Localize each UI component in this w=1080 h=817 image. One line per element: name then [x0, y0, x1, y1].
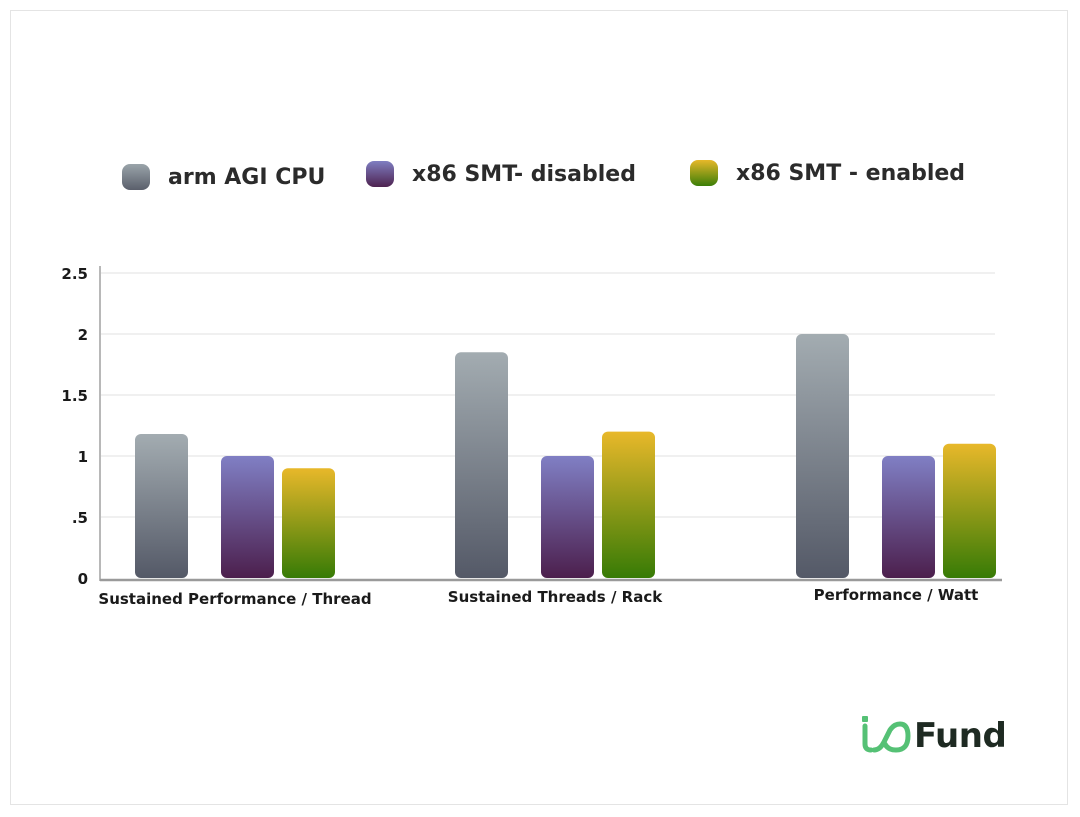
bar-x86-smt-enabled	[602, 431, 655, 578]
chart-card	[10, 10, 1068, 805]
legend: arm AGI CPU x86 SMT- disabled x86 SMT - …	[0, 152, 1080, 202]
y-tick-label: .5	[72, 509, 88, 527]
axis-labels: 0 .5 1 1.5 2 2.5 Sustained Performance / Threa…	[61, 265, 978, 608]
bar-arm	[135, 434, 188, 578]
y-tick-label: 1.5	[61, 387, 88, 405]
legend-label-x86-smt-enabled: x86 SMT - enabled	[736, 160, 966, 186]
y-tick-label: 1	[78, 448, 88, 466]
bar-x86-smt-enabled	[282, 468, 335, 578]
bar-arm	[455, 352, 508, 578]
bar-x86-smt-enabled	[943, 443, 996, 578]
y-tick-label: 2	[78, 326, 88, 344]
x-category-label: Sustained Performance / Thread	[98, 590, 371, 608]
logo-mark-icon	[862, 716, 911, 753]
legend-swatch-arm	[122, 164, 150, 190]
y-tick-label: 2.5	[61, 265, 88, 283]
legend-item-arm: arm AGI CPU	[122, 164, 325, 190]
logo-text: Fund	[914, 716, 1007, 756]
bar-x86-smt-disabled	[882, 456, 935, 578]
bar-arm	[796, 334, 849, 578]
x-category-label: Sustained Threads / Rack	[448, 588, 663, 606]
bar-x86-smt-disabled	[221, 456, 274, 578]
legend-item-x86-smt-enabled: x86 SMT - enabled	[690, 160, 965, 186]
bars	[135, 334, 996, 578]
legend-swatch-x86-smt-disabled	[366, 161, 394, 187]
iofund-logo: Fund	[860, 714, 1007, 758]
legend-label-arm: arm AGI CPU	[168, 164, 326, 190]
x-category-label: Performance / Watt	[814, 586, 979, 604]
bar-x86-smt-disabled	[541, 456, 594, 578]
legend-item-x86-smt-disabled: x86 SMT- disabled	[366, 161, 636, 187]
legend-label-x86-smt-disabled: x86 SMT- disabled	[412, 161, 636, 187]
axes	[99, 266, 1002, 582]
y-tick-label: 0	[78, 570, 88, 588]
legend-swatch-x86-smt-enabled	[690, 160, 718, 186]
